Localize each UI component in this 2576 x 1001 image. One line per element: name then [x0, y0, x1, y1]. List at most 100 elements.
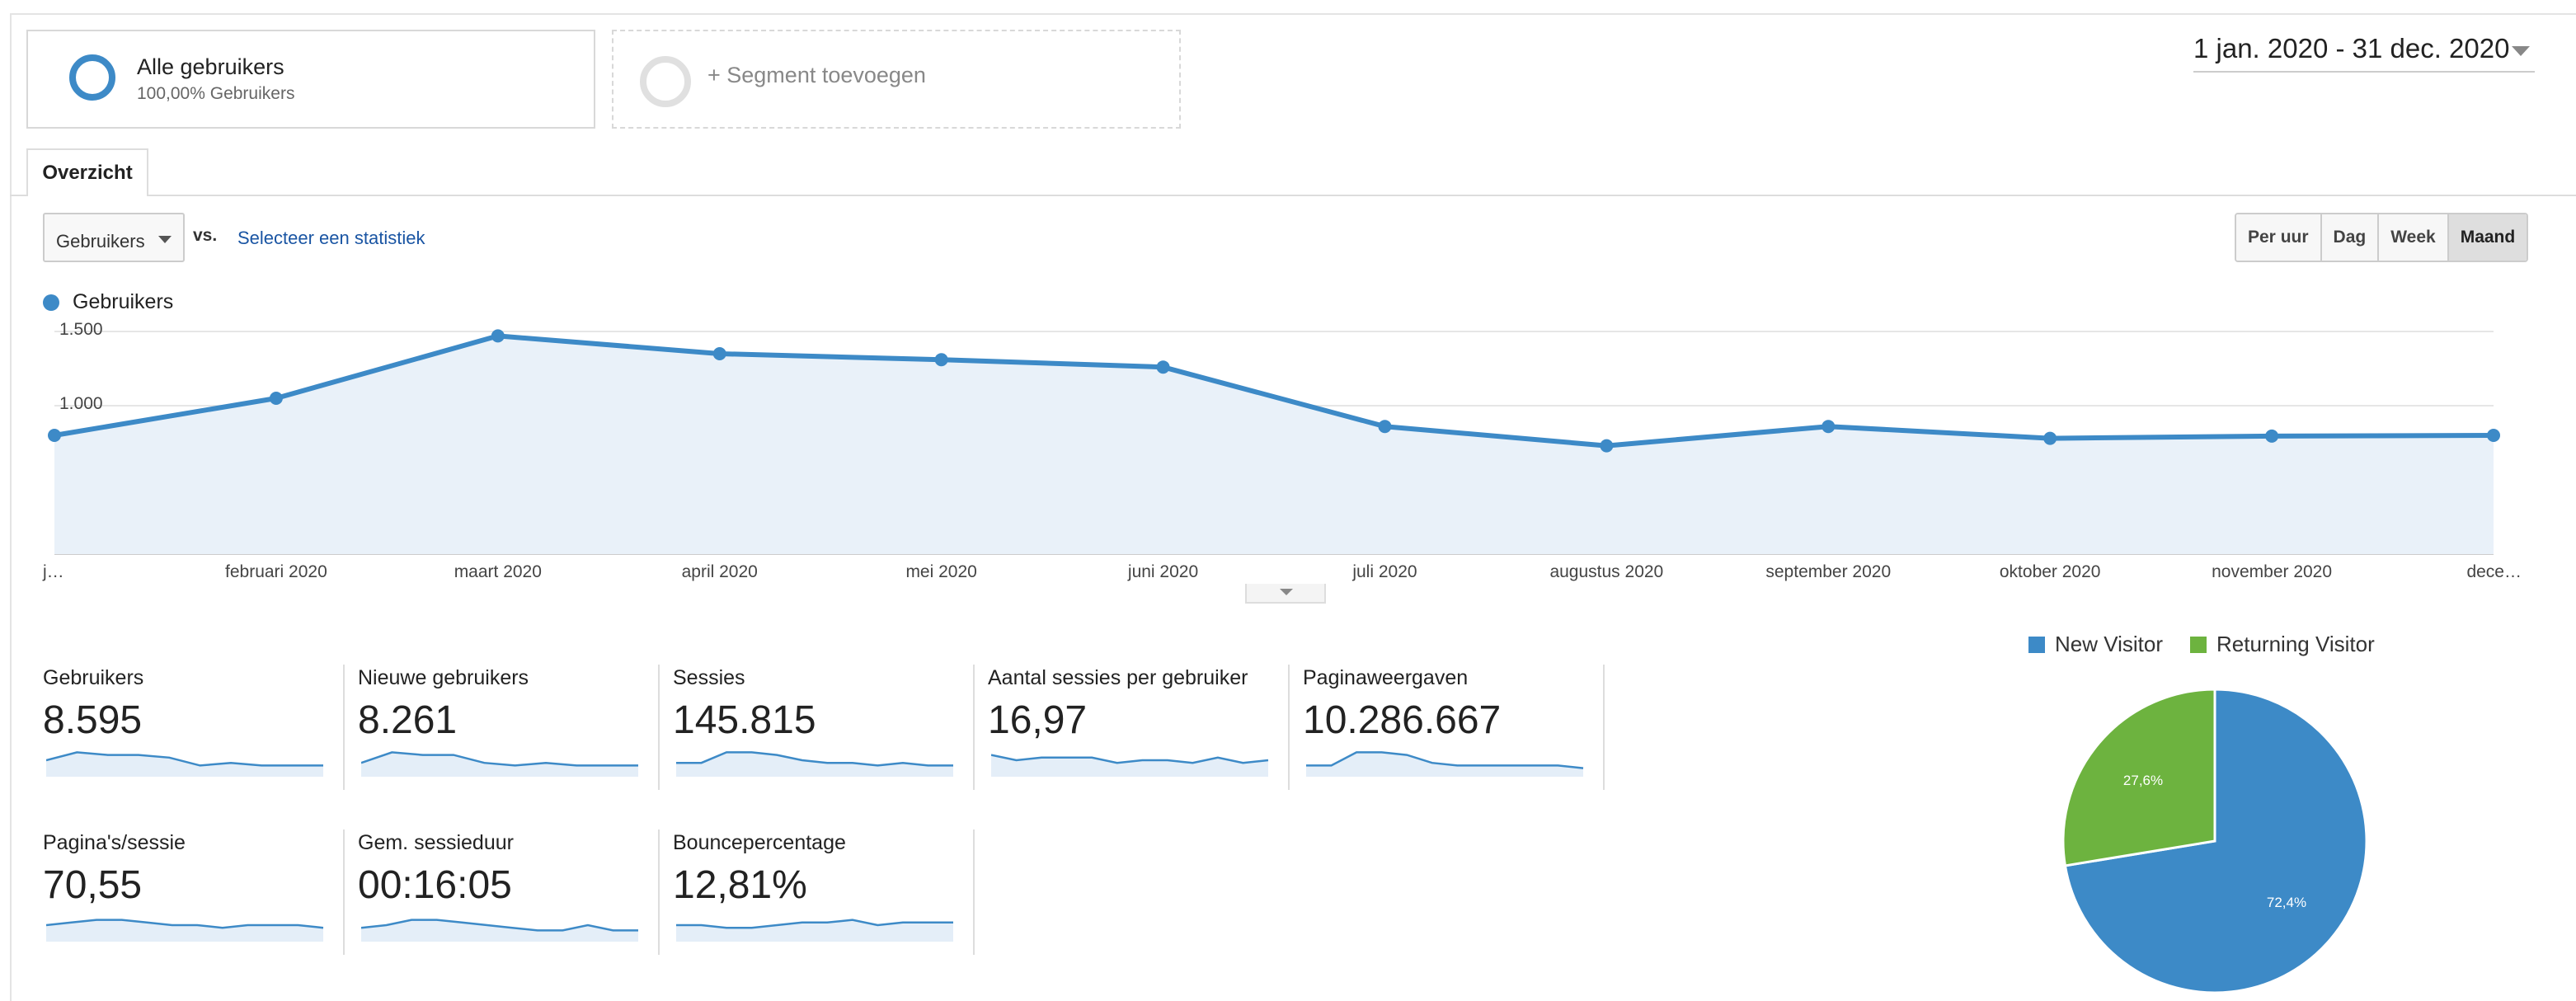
pie-slice[interactable] — [2061, 688, 2216, 867]
data-point[interactable] — [1600, 439, 1614, 453]
dropdown-arrow-icon — [158, 236, 172, 243]
scorecard-sessions-per-user[interactable]: Aantal sessies per gebruiker 16,97 — [988, 665, 1290, 790]
returning-visitor-swatch — [2190, 636, 2207, 653]
report-frame — [10, 13, 2576, 1001]
x-tick-label: augustus 2020 — [1549, 562, 1663, 581]
scorecard-sparkline — [1306, 751, 1584, 777]
scorecard-value: 16,97 — [988, 698, 1088, 742]
scorecard-sparkline — [46, 751, 323, 777]
sparkline-line — [676, 919, 953, 929]
pie-slice-label: 72,4% — [2267, 895, 2306, 910]
segment-placeholder-ring-icon — [640, 56, 691, 107]
scorecard-value: 145.815 — [673, 698, 816, 742]
scorecard-label: Sessies — [673, 666, 745, 689]
time-granularity-buttons: Per uur Dag Week Maand — [2235, 213, 2529, 262]
metric-select-value: Gebruikers — [56, 231, 145, 251]
vs-label: vs. — [193, 226, 218, 245]
scorecard-value: 8.595 — [43, 698, 143, 742]
x-tick-label: juli 2020 — [1351, 562, 1417, 581]
pie-legend-label: New Visitor — [2055, 632, 2164, 656]
per-hour-button[interactable]: Per uur — [2236, 214, 2322, 261]
day-button[interactable]: Dag — [2321, 214, 2380, 261]
chart-resize-handle[interactable] — [1245, 584, 1326, 604]
scorecard-label: Aantal sessies per gebruiker — [988, 666, 1248, 689]
data-point[interactable] — [1822, 420, 1836, 434]
scorecard-label: Gebruikers — [43, 666, 144, 689]
scorecard-value: 8.261 — [358, 698, 458, 742]
data-point[interactable] — [269, 392, 283, 405]
series-legend-dot — [43, 294, 59, 311]
sparkline-area — [361, 919, 638, 942]
scorecard-sparkline — [361, 919, 638, 942]
scorecard-pageviews[interactable]: Paginaweergaven 10.286.667 — [1303, 665, 1605, 790]
data-point[interactable] — [712, 347, 726, 360]
sparkline-line — [1306, 751, 1584, 769]
data-point[interactable] — [1156, 360, 1170, 374]
scorecard-sessions[interactable]: Sessies 145.815 — [673, 665, 975, 790]
data-point[interactable] — [491, 329, 505, 343]
series-area — [54, 336, 2494, 554]
sparkline-area — [46, 919, 323, 942]
segment-ring-icon — [69, 54, 115, 101]
scorecard-pages-per-session[interactable]: Pagina's/sessie 70,55 — [43, 829, 345, 955]
sparkline-line — [361, 751, 638, 767]
tab-overzicht[interactable]: Overzicht — [26, 148, 148, 196]
y-tick-label: 1.500 — [59, 320, 103, 339]
data-point[interactable] — [934, 353, 948, 367]
metric-select[interactable]: Gebruikers — [43, 213, 185, 262]
x-tick-label: maart 2020 — [454, 562, 542, 581]
scorecard-label: Paginaweergaven — [1303, 666, 1469, 689]
sparkline-area — [991, 754, 1268, 777]
segment-subtitle: 100,00% Gebruikers — [137, 84, 295, 103]
pie-legend-new-visitor[interactable]: New Visitor — [2028, 632, 2163, 657]
sparkline-line — [361, 919, 638, 932]
scorecard-sparkline — [676, 751, 953, 777]
x-tick-label: april 2020 — [682, 562, 758, 581]
scorecard-avg-session-duration[interactable]: Gem. sessieduur 00:16:05 — [358, 829, 660, 955]
x-tick-label: dece… — [2466, 562, 2522, 581]
sparkline-line — [676, 751, 953, 767]
data-point[interactable] — [48, 429, 61, 442]
pie-slice-label: 27,6% — [2123, 773, 2163, 788]
scorecard-label: Pagina's/sessie — [43, 831, 186, 854]
x-tick-label: november 2020 — [2212, 562, 2332, 581]
data-point[interactable] — [2487, 429, 2500, 442]
sparkline-line — [46, 751, 323, 767]
date-range-picker[interactable]: 1 jan. 2020 - 31 dec. 2020 — [2193, 33, 2535, 73]
data-point[interactable] — [2265, 429, 2279, 443]
x-tick-label: september 2020 — [1765, 562, 1891, 581]
visitor-type-pie-chart: 72,4% 27,6% — [2061, 688, 2368, 994]
data-point[interactable] — [1378, 420, 1392, 434]
x-tick-label: j… — [42, 562, 64, 581]
date-range-label: 1 jan. 2020 - 31 dec. 2020 — [2193, 33, 2510, 63]
series-legend-label: Gebruikers — [73, 290, 174, 313]
sparkline-line — [46, 919, 324, 929]
select-statistic-link[interactable]: Selecteer een statistiek — [237, 228, 425, 248]
scorecard-value: 12,81% — [673, 863, 807, 907]
scorecard-label: Gem. sessieduur — [358, 831, 514, 854]
scorecard-sparkline — [676, 919, 953, 942]
segment-title: Alle gebruikers — [137, 54, 284, 79]
chevron-down-icon — [1280, 589, 1293, 595]
scorecard-bounce-rate[interactable]: Bouncepercentage 12,81% — [673, 829, 975, 955]
scorecard-new-users[interactable]: Nieuwe gebruikers 8.261 — [358, 665, 660, 790]
scorecard-value: 10.286.667 — [1303, 698, 1502, 742]
scorecard-sparkline — [361, 751, 638, 777]
chevron-down-icon — [2512, 46, 2530, 56]
scorecard-value: 00:16:05 — [358, 863, 512, 907]
add-segment-label: + Segment toevoegen — [707, 63, 926, 87]
pie-legend-returning-visitor[interactable]: Returning Visitor — [2190, 632, 2375, 657]
add-segment-button[interactable]: + Segment toevoegen — [612, 30, 1181, 129]
scorecard-users[interactable]: Gebruikers 8.595 — [43, 665, 345, 790]
tab-divider — [10, 195, 2576, 196]
segment-all-users[interactable]: Alle gebruikers 100,00% Gebruikers — [26, 30, 595, 129]
sparkline-area — [46, 752, 323, 777]
pie-legend-label: Returning Visitor — [2216, 632, 2375, 656]
scorecard-sparkline — [991, 754, 1269, 777]
month-button[interactable]: Maand — [2448, 214, 2527, 261]
sparkline-line — [991, 754, 1269, 764]
new-visitor-swatch — [2028, 636, 2045, 653]
data-point[interactable] — [2043, 431, 2057, 445]
week-button[interactable]: Week — [2379, 214, 2449, 261]
